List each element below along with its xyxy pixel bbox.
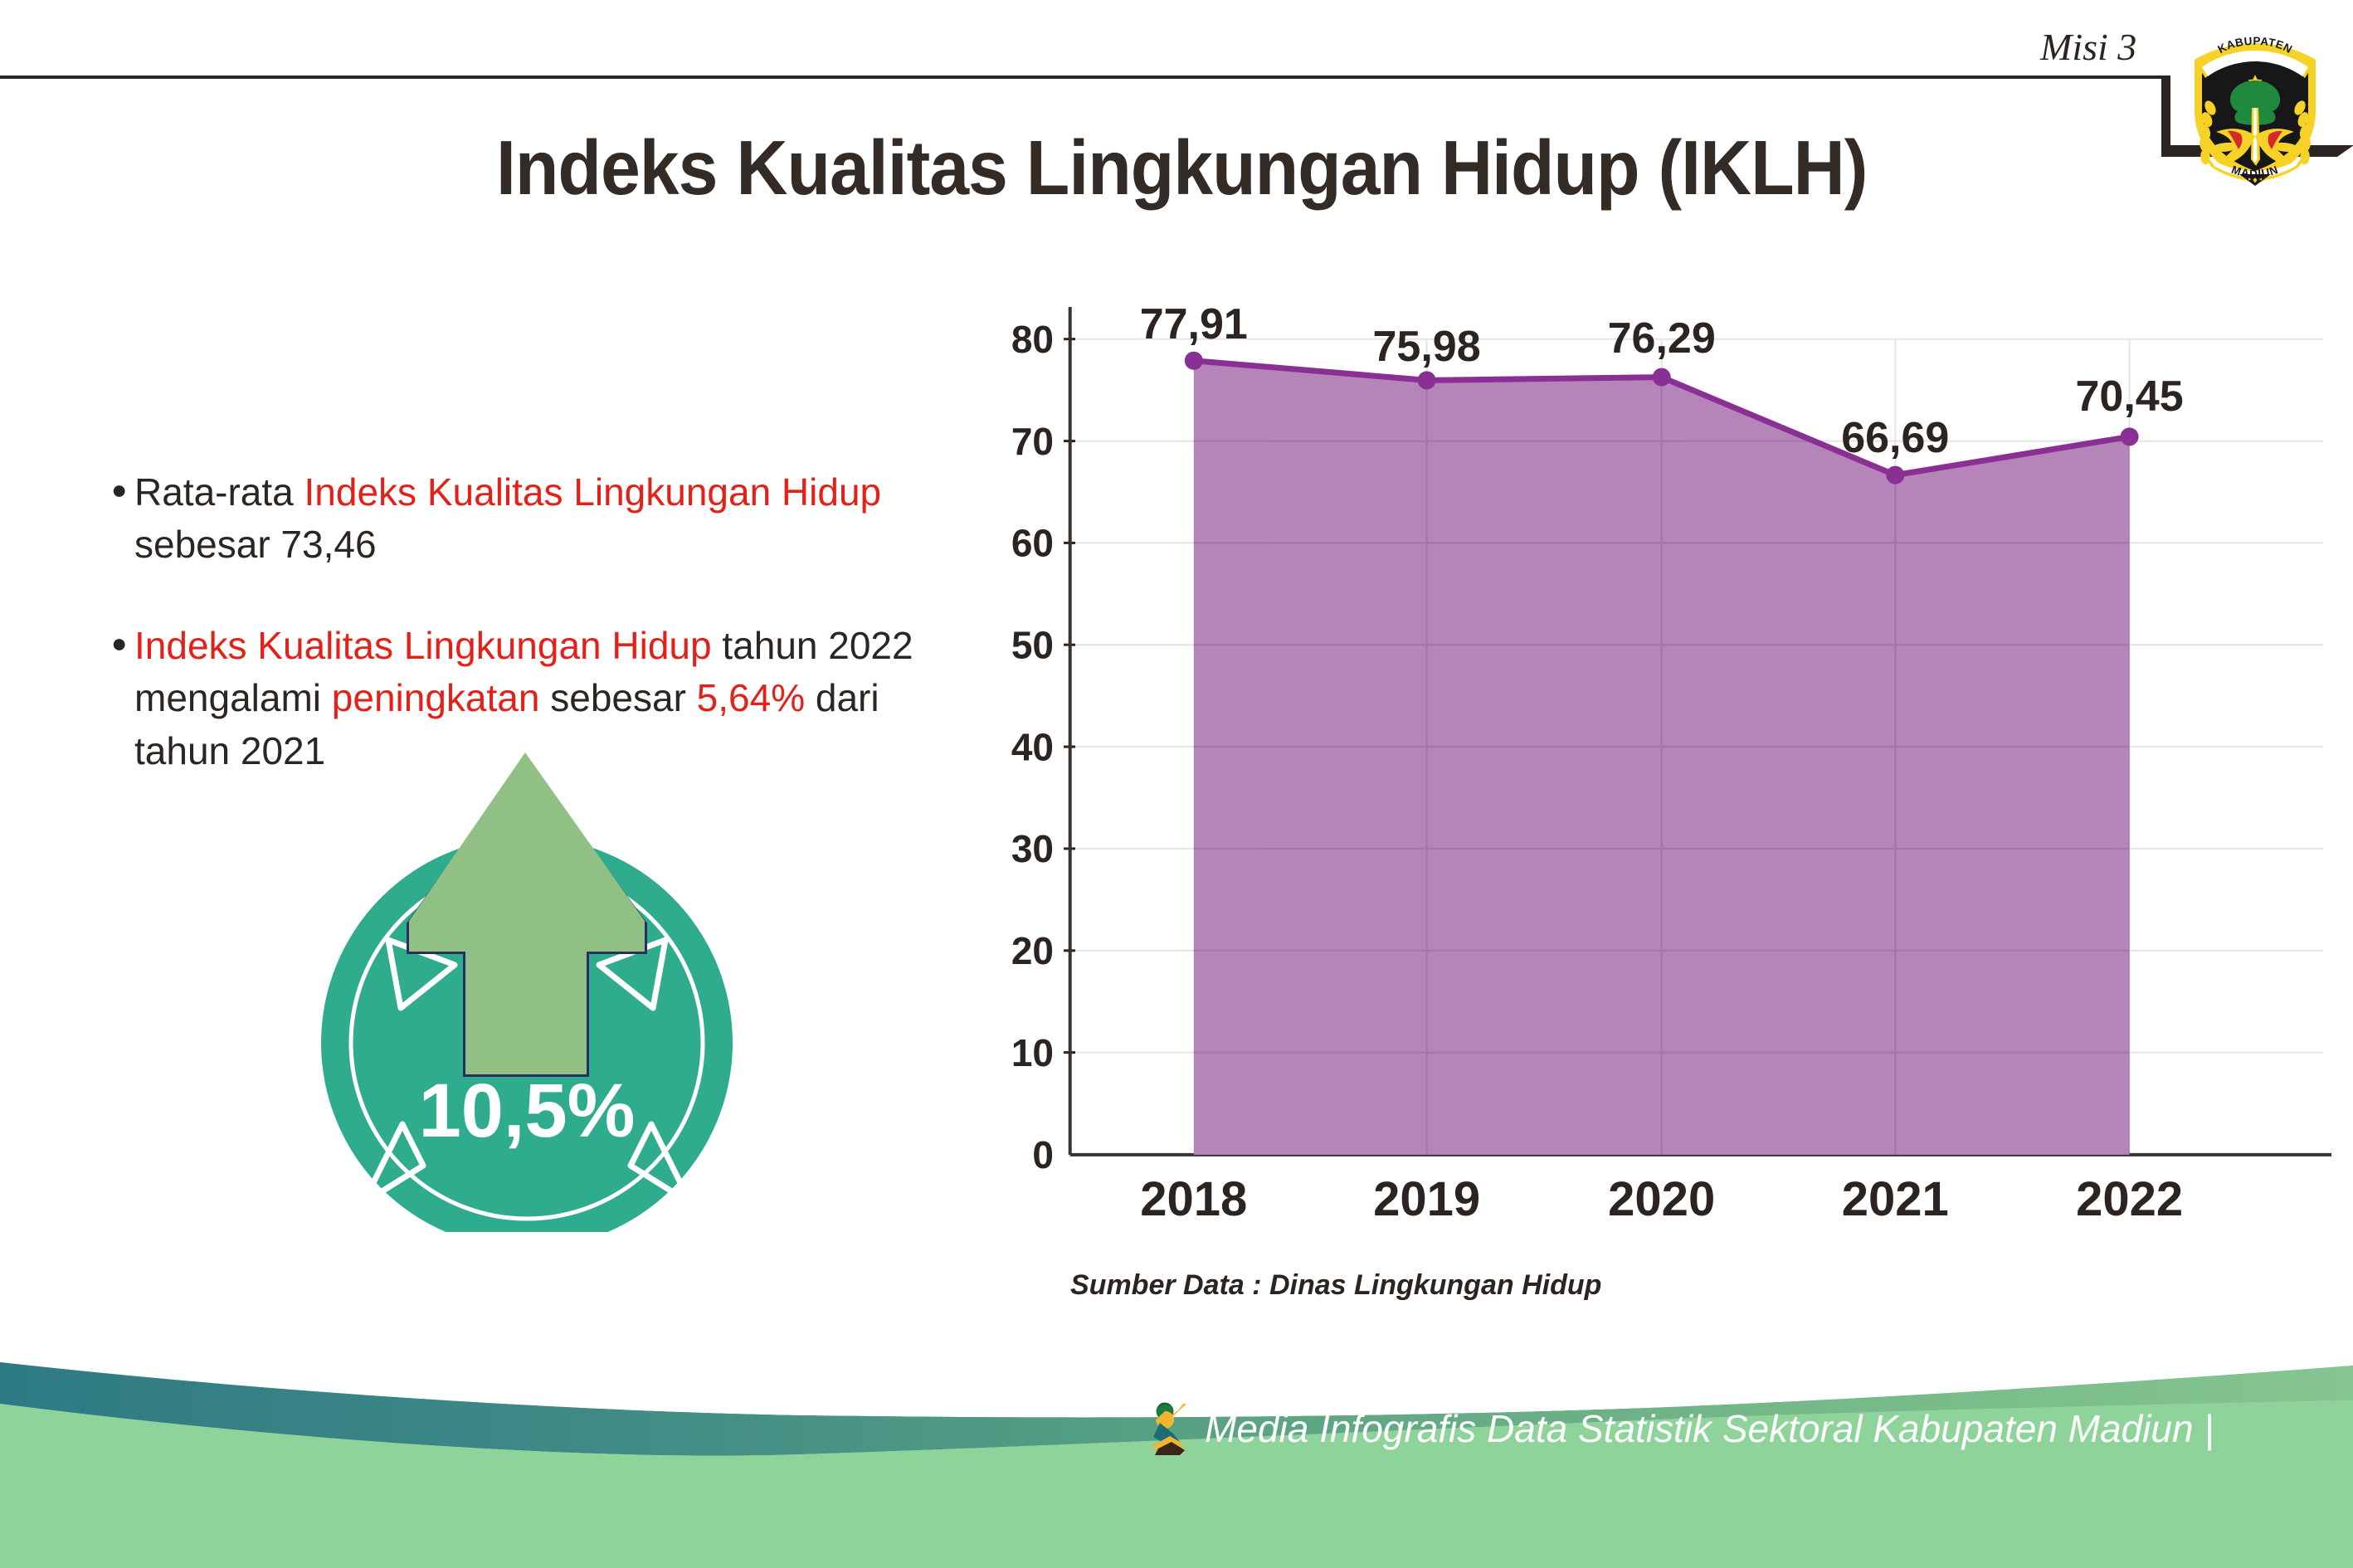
svg-text:2021: 2021 xyxy=(1842,1172,1949,1226)
svg-text:2022: 2022 xyxy=(2076,1172,2183,1226)
svg-text:70,45: 70,45 xyxy=(2076,373,2184,421)
svg-text:40: 40 xyxy=(1011,725,1054,768)
svg-text:2020: 2020 xyxy=(1608,1172,1715,1226)
svg-text:60: 60 xyxy=(1011,522,1054,565)
svg-text:80: 80 xyxy=(1011,318,1054,361)
svg-text:10,5%: 10,5% xyxy=(419,1069,636,1153)
svg-text:75,98: 75,98 xyxy=(1373,323,1481,371)
svg-text:20: 20 xyxy=(1011,929,1054,972)
svg-text:50: 50 xyxy=(1011,624,1054,667)
svg-text:10: 10 xyxy=(1011,1031,1054,1074)
svg-text:77,91: 77,91 xyxy=(1140,300,1248,348)
svg-text:66,69: 66,69 xyxy=(1841,414,1949,462)
svg-text:30: 30 xyxy=(1011,827,1054,870)
svg-text:70: 70 xyxy=(1011,420,1054,463)
svg-text:2018: 2018 xyxy=(1140,1172,1247,1226)
svg-text:2019: 2019 xyxy=(1373,1172,1480,1226)
svg-text:76,29: 76,29 xyxy=(1608,314,1716,363)
svg-text:0: 0 xyxy=(1032,1133,1054,1176)
